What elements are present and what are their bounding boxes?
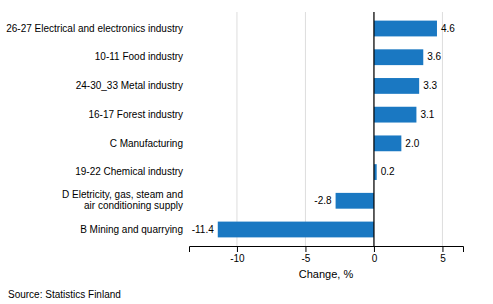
y-tick-label-line: C Manufacturing (110, 138, 183, 149)
x-tick: -10 (230, 246, 245, 264)
y-tick: 24-30_33 Metal industry (76, 80, 183, 91)
grid-line (373, 12, 374, 246)
x-tick-mark (374, 246, 375, 252)
data-label: 4.6 (441, 23, 455, 34)
chart-svg: -10 -5 0 5 B Mining and quarrying D Eletricit… (0, 0, 493, 304)
chart-container: -10 -5 0 5 B Mining and quarrying D Eletricit… (0, 0, 493, 304)
y-tick-label-line: 16-17 Forest industry (89, 109, 184, 120)
data-label: 3.6 (427, 51, 441, 62)
bar (374, 78, 419, 94)
x-tick: 5 (440, 246, 446, 264)
grid-line (442, 12, 443, 246)
y-tick: 16-17 Forest industry (89, 109, 184, 120)
data-label: 2.0 (405, 138, 419, 149)
y-axis: B Mining and quarrying D Eletricity, gas,… (6, 23, 183, 235)
x-tick-label: 0 (372, 253, 378, 264)
data-label: -11.4 (192, 224, 214, 235)
y-tick-label: C Manufacturing (110, 138, 183, 149)
x-tick-mark (442, 246, 443, 252)
bars (218, 21, 437, 238)
y-tick-label: 24-30_33 Metal industry (76, 80, 183, 91)
x-tick-label: 5 (440, 253, 446, 264)
y-tick-label: D Eletricity, gas, steam andair conditio… (62, 189, 183, 211)
y-tick-label: B Mining and quarrying (80, 224, 183, 235)
grid-line (305, 12, 306, 246)
y-tick-label-line: B Mining and quarrying (80, 224, 183, 235)
x-axis-title: Change, % (299, 268, 354, 280)
y-tick-label-line: air conditioning supply (84, 200, 183, 211)
y-tick-label: 26-27 Electrical and electronics industr… (6, 23, 183, 34)
y-tick-label: 19-22 Chemical industry (75, 166, 183, 177)
bar (336, 193, 374, 209)
data-label: 3.3 (423, 80, 437, 91)
x-axis-line (190, 247, 464, 253)
data-label: -2.8 (314, 195, 332, 206)
y-tick: B Mining and quarrying (80, 224, 183, 235)
x-tick: 0 (372, 246, 378, 264)
y-tick-label: 10-11 Food industry (95, 51, 183, 62)
y-tick-label-line: 10-11 Food industry (95, 51, 183, 62)
baseline (373, 12, 374, 246)
y-tick: 26-27 Electrical and electronics industr… (6, 23, 183, 34)
bar (374, 107, 416, 123)
grid (237, 12, 443, 246)
x-tick-label: -5 (301, 253, 310, 264)
bar (218, 222, 374, 238)
y-tick: 19-22 Chemical industry (75, 166, 183, 177)
data-label: 0.2 (381, 166, 395, 177)
source-note: Source: Statistics Finland (8, 289, 121, 300)
data-labels: -11.4 -2.8 0.2 2.0 3.1 3.3 3.6 4.6 (192, 23, 456, 235)
y-tick-label-line: D Eletricity, gas, steam and (62, 189, 183, 200)
y-tick: C Manufacturing (110, 138, 183, 149)
x-axis: -10 -5 0 5 (190, 246, 464, 264)
plot: -10 -5 0 5 B Mining and quarrying D Eletricit… (6, 12, 463, 280)
y-tick-label-line: 24-30_33 Metal industry (76, 80, 183, 91)
y-tick: D Eletricity, gas, steam andair conditio… (62, 189, 183, 211)
y-tick: 10-11 Food industry (95, 51, 183, 62)
x-tick-mark (237, 246, 238, 252)
x-tick-mark (305, 246, 306, 252)
bar (374, 21, 437, 37)
x-tick: -5 (301, 246, 310, 264)
y-tick-label-line: 19-22 Chemical industry (75, 166, 183, 177)
y-tick-label: 16-17 Forest industry (89, 109, 184, 120)
y-tick-label-line: 26-27 Electrical and electronics industr… (6, 23, 183, 34)
bar (374, 49, 423, 65)
data-label: 3.1 (420, 109, 434, 120)
grid-line (236, 12, 237, 246)
x-tick-label: -10 (230, 253, 245, 264)
bar (374, 135, 401, 151)
